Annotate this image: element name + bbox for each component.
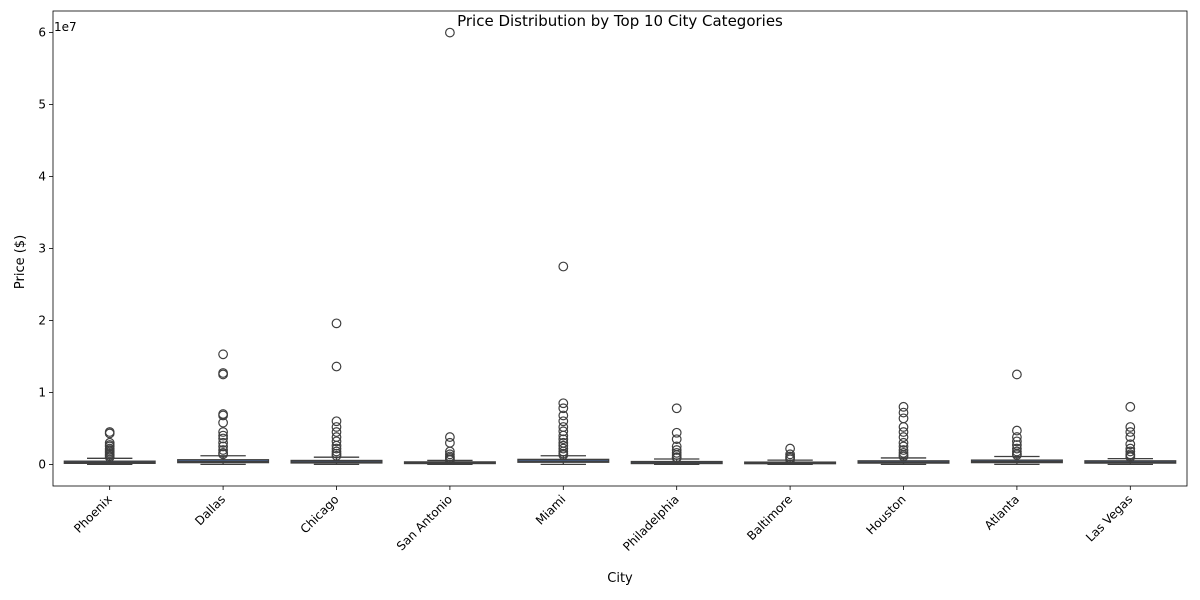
outlier-point xyxy=(331,361,342,372)
outlier-point xyxy=(898,427,909,437)
outlier-point xyxy=(898,413,909,424)
outlier-point xyxy=(1012,450,1022,460)
outlier-point xyxy=(331,416,342,427)
outlier-point xyxy=(331,450,342,461)
outlier-point xyxy=(104,452,115,463)
outlier-point xyxy=(671,403,682,414)
outlier-point xyxy=(558,398,569,409)
outlier-point xyxy=(218,449,229,460)
outlier-point xyxy=(1012,425,1022,436)
y-axis-label: Price ($) xyxy=(13,235,28,289)
outlier-point xyxy=(558,430,569,441)
outlier-point xyxy=(1125,446,1136,457)
x-tick-label: Baltimore xyxy=(744,492,795,543)
x-tick-label: Chicago xyxy=(298,492,342,536)
outlier-point xyxy=(558,440,569,451)
outlier-point xyxy=(331,440,342,451)
outlier-point xyxy=(1012,432,1022,442)
outlier-point xyxy=(218,427,229,437)
outlier-point xyxy=(558,261,569,272)
outlier-point xyxy=(671,434,682,445)
y-tick-label: 5 xyxy=(38,98,46,112)
x-tick-label: San Antonio xyxy=(394,492,455,553)
outlier-point xyxy=(1125,427,1136,437)
outlier-point xyxy=(785,454,795,465)
y-axis-offset-label: 1e7 xyxy=(54,20,77,34)
outlier-point xyxy=(218,417,229,428)
outlier-point xyxy=(1012,443,1022,454)
outlier-point xyxy=(558,443,569,454)
outlier-point xyxy=(218,349,229,360)
outlier-point xyxy=(1125,452,1136,463)
outlier-point xyxy=(218,441,229,452)
outlier-point xyxy=(558,450,569,460)
outlier-point xyxy=(1125,432,1136,442)
outlier-point xyxy=(898,401,909,412)
outlier-point xyxy=(558,426,569,437)
outlier-point xyxy=(1012,369,1022,380)
outlier-point xyxy=(218,369,229,380)
outlier-point xyxy=(1125,439,1136,450)
plot-frame xyxy=(52,10,1188,487)
y-tick-label: 6 xyxy=(38,26,46,40)
outlier-point xyxy=(898,432,909,442)
chart-title: Price Distribution by Top 10 City Catego… xyxy=(457,12,783,30)
outlier-point xyxy=(558,416,569,427)
y-tick-label: 3 xyxy=(38,242,46,256)
outlier-point xyxy=(1125,401,1136,412)
outlier-point xyxy=(218,433,229,444)
x-tick-label: Atlanta xyxy=(982,492,1022,532)
y-tick-label: 4 xyxy=(38,170,46,184)
plot-area: 0 1 2 3 4 5 6 Phoenix Dallas Chicago San Antonio Mi… xyxy=(38,26,1177,554)
outlier-point xyxy=(898,445,909,455)
outlier-point xyxy=(104,428,115,439)
outlier-point xyxy=(1125,422,1136,432)
outlier-point xyxy=(898,437,909,448)
outlier-point xyxy=(558,410,569,421)
outlier-point xyxy=(785,443,795,454)
outlier-point xyxy=(671,453,682,463)
outlier-point xyxy=(331,422,342,432)
y-tick-label: 1 xyxy=(38,385,46,399)
outlier-point xyxy=(331,318,342,329)
outlier-point xyxy=(331,427,342,437)
outlier-point xyxy=(445,432,455,442)
x-axis-label: City xyxy=(607,571,633,586)
outlier-point xyxy=(331,436,342,447)
y-tick-label: 2 xyxy=(38,313,46,327)
outlier-point xyxy=(558,403,569,414)
outlier-point xyxy=(445,27,455,38)
y-tick-label: 0 xyxy=(38,457,46,471)
outlier-point xyxy=(898,407,909,418)
outlier-point xyxy=(1012,436,1022,447)
outlier-point xyxy=(898,451,909,462)
x-tick-label: Las Vegas xyxy=(1083,492,1135,544)
outlier-point xyxy=(898,422,909,432)
outlier-point xyxy=(218,430,229,441)
x-tick-label: Houston xyxy=(863,492,908,537)
outlier-point xyxy=(445,455,455,465)
outlier-point xyxy=(671,427,682,438)
outlier-point xyxy=(331,443,342,454)
outlier-point xyxy=(218,437,229,448)
x-tick-label: Philadelphia xyxy=(620,492,682,554)
x-tick-label: Miami xyxy=(533,492,568,527)
x-tick-label: Phoenix xyxy=(71,492,115,536)
x-tick-label: Dallas xyxy=(192,492,228,528)
outlier-point xyxy=(218,445,229,455)
outlier-point xyxy=(558,434,569,445)
outlier-point xyxy=(671,445,682,455)
outlier-point xyxy=(445,437,455,448)
outlier-point xyxy=(218,410,229,421)
